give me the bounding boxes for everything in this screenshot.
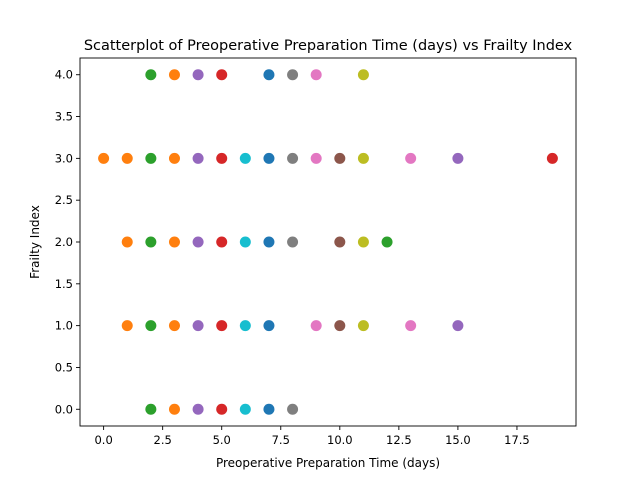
data-point — [381, 236, 393, 248]
data-point — [239, 236, 251, 248]
data-point — [263, 320, 275, 332]
data-point — [405, 152, 417, 164]
y-tick-label: 3.0 — [55, 151, 73, 165]
data-point — [145, 69, 157, 81]
data-point — [405, 320, 417, 332]
data-point — [216, 320, 228, 332]
data-point — [216, 69, 228, 81]
data-point — [334, 152, 346, 164]
data-point — [121, 320, 133, 332]
data-point — [357, 236, 369, 248]
y-tick-label: 3.5 — [55, 110, 73, 124]
data-point — [98, 152, 110, 164]
data-point — [263, 152, 275, 164]
x-tick-label: 0.0 — [94, 433, 112, 447]
data-point — [216, 236, 228, 248]
y-tick-label: 0.0 — [55, 402, 73, 416]
x-tick-label: 12.5 — [386, 433, 412, 447]
data-point — [334, 236, 346, 248]
data-point — [357, 320, 369, 332]
y-tick-label: 2.5 — [55, 193, 73, 207]
data-point — [310, 320, 322, 332]
x-tick-label: 15.0 — [445, 433, 471, 447]
data-point — [216, 152, 228, 164]
points-layer — [98, 69, 558, 415]
x-tick-label: 2.5 — [154, 433, 172, 447]
x-axis-label: Preoperative Preparation Time (days) — [216, 456, 440, 470]
x-tick-label: 17.5 — [504, 433, 530, 447]
y-axis-label: Frailty Index — [28, 205, 42, 279]
y-axis-ticks: 0.0 0.5 1.0 1.5 2.0 2.5 3.0 3.5 4.0 — [55, 68, 80, 416]
data-point — [452, 152, 464, 164]
x-tick-label: 10.0 — [327, 433, 353, 447]
data-point — [263, 403, 275, 415]
data-point — [145, 320, 157, 332]
data-point — [263, 236, 275, 248]
data-point — [287, 152, 299, 164]
data-point — [239, 152, 251, 164]
y-tick-label: 4.0 — [55, 68, 73, 82]
data-point — [216, 403, 228, 415]
data-point — [287, 403, 299, 415]
data-point — [121, 152, 133, 164]
data-point — [192, 320, 204, 332]
data-point — [168, 69, 180, 81]
data-point — [357, 69, 369, 81]
data-point — [546, 152, 558, 164]
x-tick-label: 5.0 — [213, 433, 231, 447]
y-tick-label: 1.0 — [55, 319, 73, 333]
data-point — [310, 152, 322, 164]
data-point — [334, 320, 346, 332]
y-tick-label: 0.5 — [55, 360, 73, 374]
data-point — [168, 403, 180, 415]
data-point — [192, 152, 204, 164]
data-point — [310, 69, 322, 81]
data-point — [452, 320, 464, 332]
data-point — [287, 69, 299, 81]
data-point — [192, 236, 204, 248]
chart-title: Scatterplot of Preoperative Preparation … — [84, 38, 573, 54]
data-point — [145, 152, 157, 164]
data-point — [192, 69, 204, 81]
data-point — [192, 403, 204, 415]
y-tick-label: 1.5 — [55, 277, 73, 291]
data-point — [168, 152, 180, 164]
y-tick-label: 2.0 — [55, 235, 73, 249]
data-point — [239, 403, 251, 415]
data-point — [357, 152, 369, 164]
data-point — [145, 403, 157, 415]
data-point — [168, 320, 180, 332]
data-point — [287, 236, 299, 248]
x-axis-ticks: 0.0 2.5 5.0 7.5 10.0 12.5 15.0 17.5 — [94, 426, 530, 447]
data-point — [145, 236, 157, 248]
data-point — [121, 236, 133, 248]
x-tick-label: 7.5 — [272, 433, 290, 447]
data-point — [239, 320, 251, 332]
data-point — [263, 69, 275, 81]
data-point — [168, 236, 180, 248]
